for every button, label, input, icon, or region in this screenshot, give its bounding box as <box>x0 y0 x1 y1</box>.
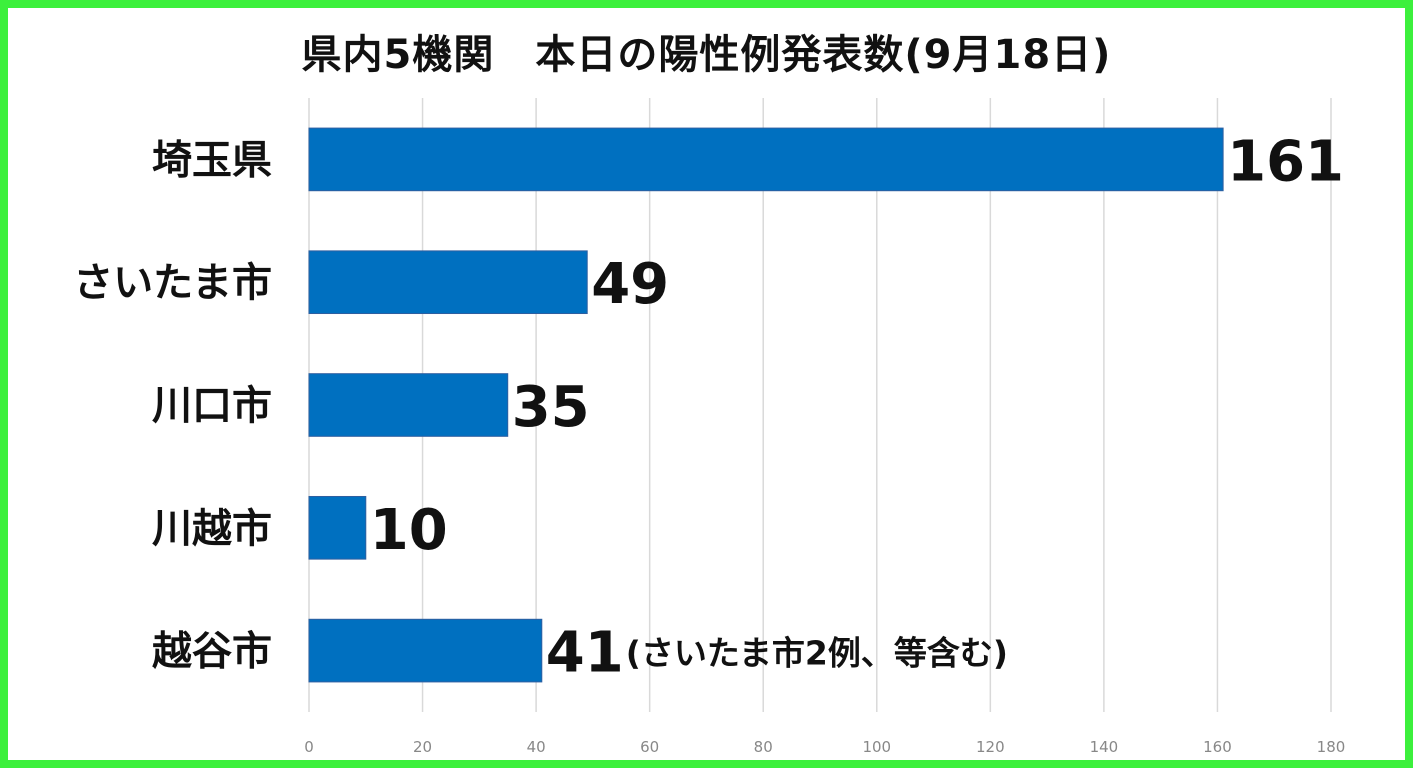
x-tick-label: 80 <box>754 738 773 756</box>
data-label: 49 <box>591 252 669 317</box>
data-label: 41 <box>546 621 624 686</box>
annotation: (さいたま市2例、等含む) <box>626 634 1008 673</box>
bar <box>308 127 1224 192</box>
data-label: 10 <box>370 498 448 563</box>
x-tick-label: 120 <box>976 738 1005 756</box>
category-label: さいたま市 <box>73 260 272 306</box>
x-tick-label: 180 <box>1317 738 1346 756</box>
x-tick-label: 140 <box>1090 738 1119 756</box>
category-label: 川口市 <box>152 383 272 429</box>
x-tick-label: 40 <box>527 738 546 756</box>
x-tick-label: 20 <box>413 738 432 756</box>
bar <box>308 495 367 560</box>
x-tick-label: 60 <box>640 738 659 756</box>
category-label: 埼玉県 <box>152 137 272 183</box>
x-tick-label: 160 <box>1203 738 1232 756</box>
data-label: 35 <box>512 375 590 440</box>
bar <box>308 618 543 683</box>
bar <box>308 373 509 437</box>
chart-title: 県内5機関 本日の陽性例発表数(9月18日) <box>301 32 1112 78</box>
x-tick-label: 0 <box>304 738 314 756</box>
bar <box>308 250 588 315</box>
data-label: 161 <box>1227 129 1344 194</box>
x-tick-label: 100 <box>862 738 891 756</box>
category-label: 越谷市 <box>152 629 272 675</box>
category-label: 川越市 <box>152 506 272 552</box>
